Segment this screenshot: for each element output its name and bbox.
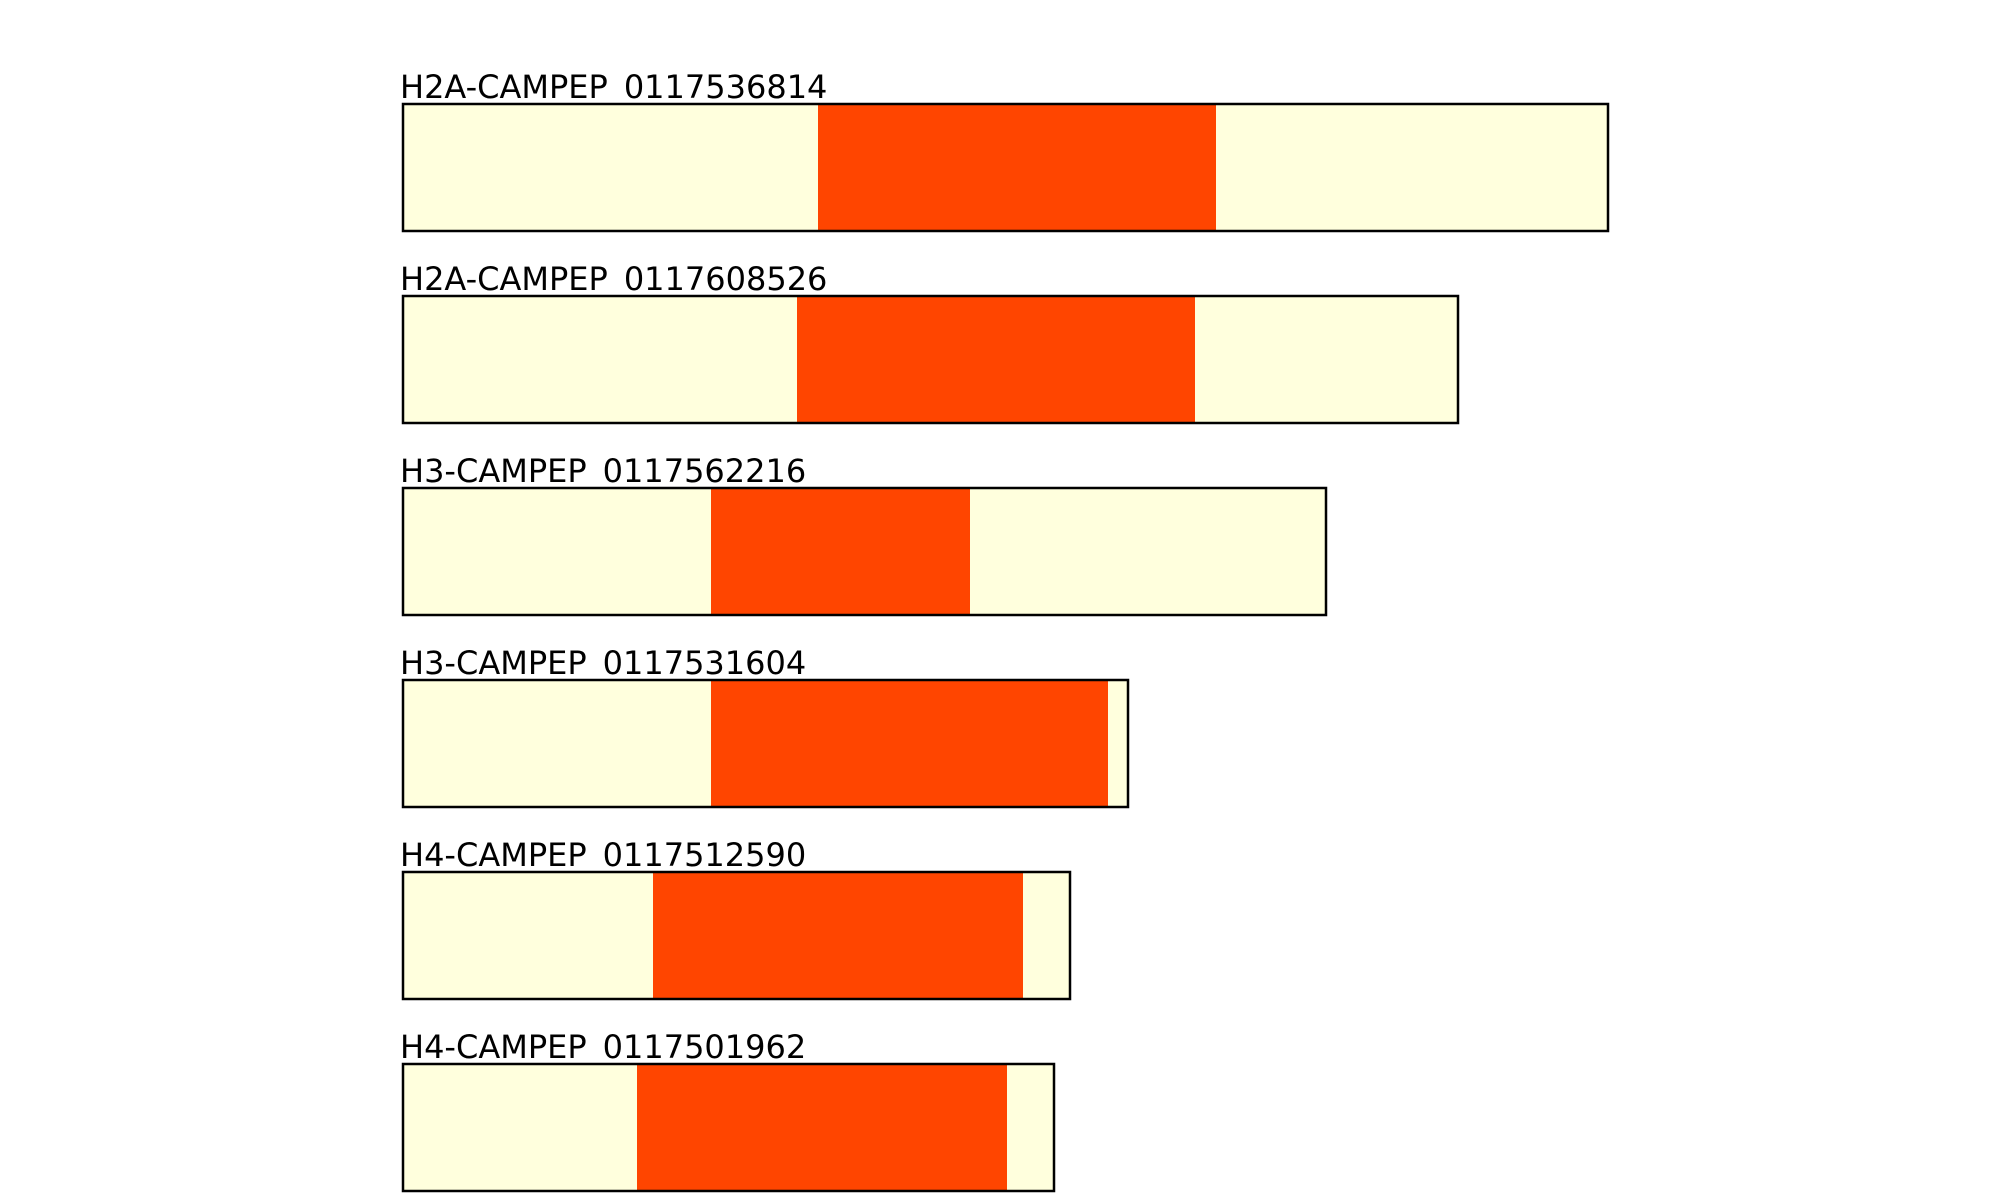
track-label: H3-CAMPEP_0117531604: [400, 644, 806, 682]
track-3: H3-CAMPEP_0117562216: [400, 452, 1328, 617]
sequence-outline: [401, 294, 1460, 425]
track-label: H2A-CAMPEP_0117536814: [400, 68, 827, 106]
sequence-outline: [401, 678, 1130, 809]
track-4: H3-CAMPEP_0117531604: [400, 644, 1130, 809]
sequence-outline: [401, 102, 1610, 233]
domain-segment: [797, 296, 1195, 423]
track-label: H2A-CAMPEP_0117608526: [400, 260, 827, 298]
domain-segment: [711, 680, 1108, 807]
sequence-outline: [401, 1062, 1056, 1193]
track-label: H4-CAMPEP_0117501962: [400, 1028, 806, 1066]
tracks-group: H2A-CAMPEP_0117536814 H2A-CAMPEP_01176085…: [400, 68, 1610, 1193]
track-label: H3-CAMPEP_0117562216: [400, 452, 806, 490]
track-1: H2A-CAMPEP_0117536814: [400, 68, 1610, 233]
domain-segment: [637, 1064, 1007, 1191]
domain-segment: [653, 872, 1023, 999]
domain-segment: [711, 488, 970, 615]
track-2: H2A-CAMPEP_0117608526: [400, 260, 1460, 425]
track-6: H4-CAMPEP_0117501962: [400, 1028, 1056, 1193]
domain-segment: [818, 104, 1216, 231]
sequence-outline: [401, 486, 1328, 617]
track-5: H4-CAMPEP_0117512590: [400, 836, 1072, 1001]
track-label: H4-CAMPEP_0117512590: [400, 836, 806, 874]
sequence-outline: [401, 870, 1072, 1001]
